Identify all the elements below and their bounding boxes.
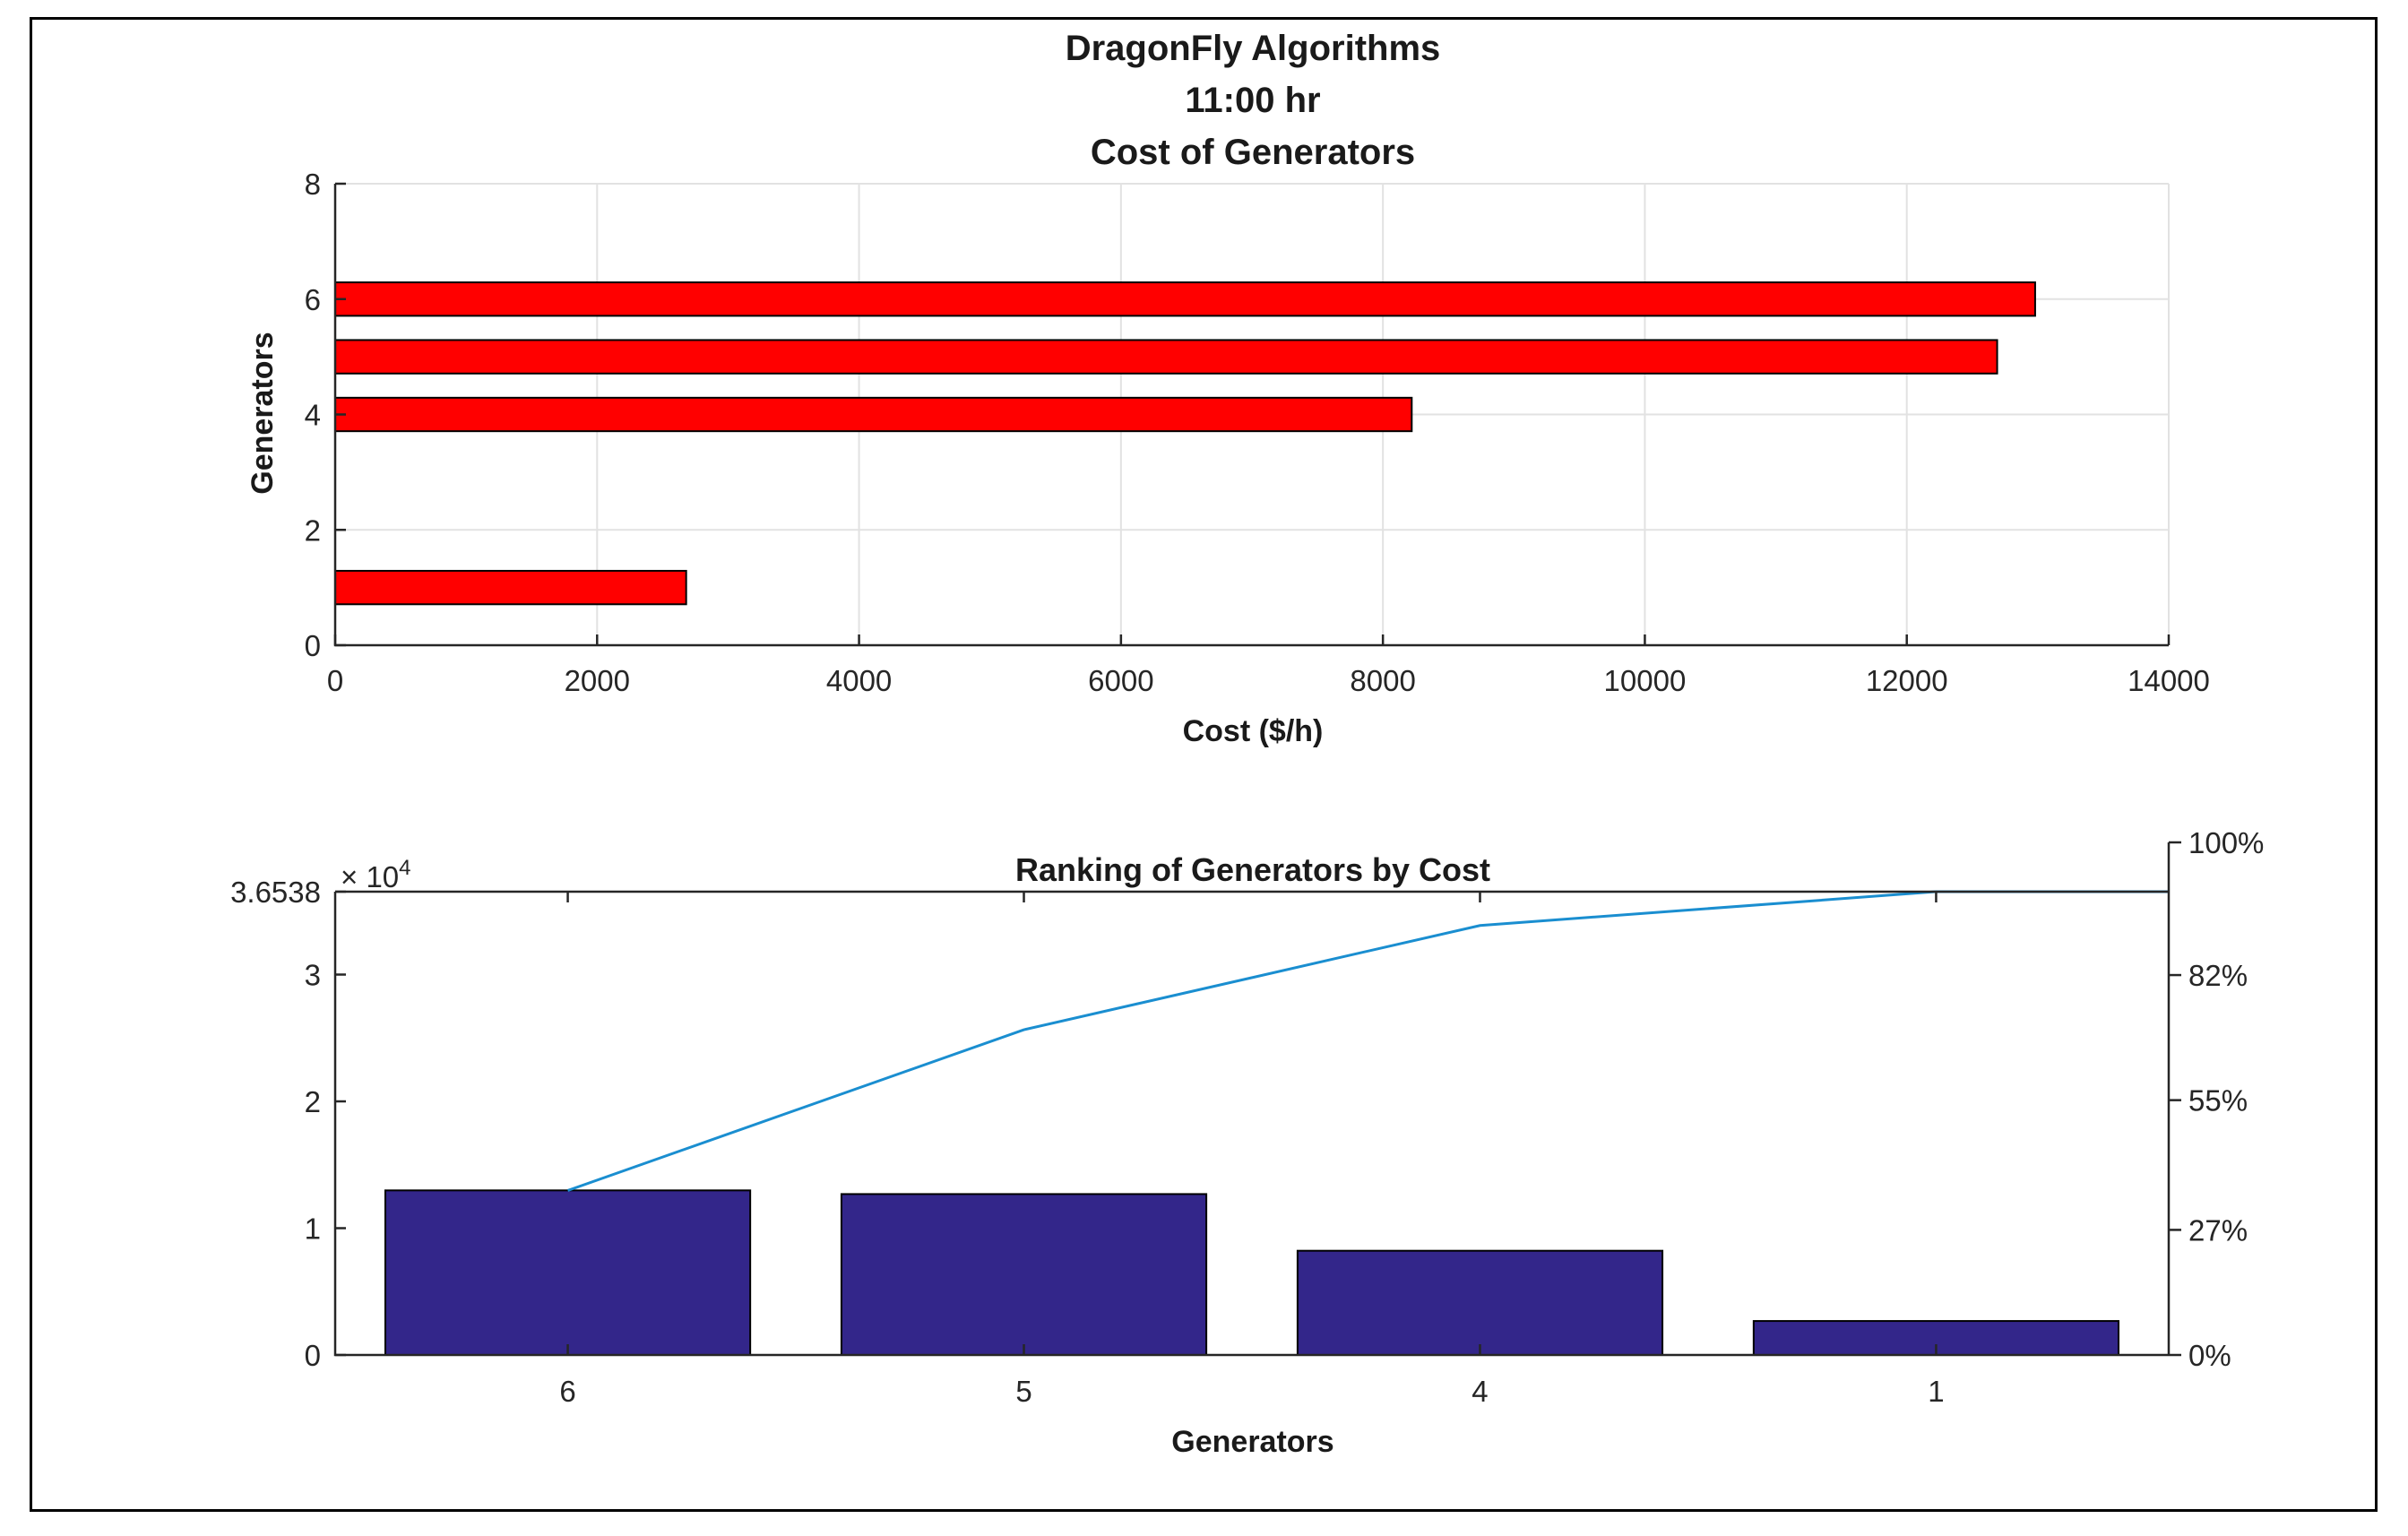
pareto-bar-generator-6 (384, 1189, 752, 1357)
top-x-tick-label: 2000 (565, 664, 630, 697)
pareto-x-ticks: 6 5 4 1 (559, 892, 1945, 1408)
pareto-x-tick-label: 4 (1472, 1375, 1488, 1408)
top-x-tick-label: 12000 (1866, 664, 1948, 697)
pareto-y-tick-label: 2 (305, 1085, 321, 1118)
pareto-y-tick-label: 1 (305, 1212, 321, 1246)
top-y-tick-label: 6 (305, 283, 321, 316)
pareto-y2-ticks: 0% 27% 55% 82% 100% (2169, 826, 2264, 1372)
pareto-y2-tick-label: 27% (2188, 1213, 2248, 1247)
top-bar-generator-1 (334, 569, 687, 606)
top-x-tick-label: 8000 (1350, 664, 1415, 697)
pareto-y-tick-label: 3 (305, 959, 321, 992)
pareto-x-tick-label: 5 (1015, 1375, 1031, 1408)
top-bar-generator-6 (334, 281, 2036, 317)
cost-barh-chart: DragonFly Algorithms 11:00 hr Cost of Ge… (246, 29, 2210, 748)
top-y-tick-label: 8 (305, 168, 321, 201)
chart-title-line-1: DragonFly Algorithms (1066, 29, 1441, 68)
top-x-tick-label: 14000 (2127, 664, 2210, 697)
pareto-bar-generator-4 (1296, 1249, 1664, 1356)
top-x-axis-label: Cost ($/h) (1183, 714, 1324, 748)
pareto-bar-generator-5 (840, 1193, 1208, 1356)
top-x-ticks: 0 2000 4000 6000 8000 10000 12000 14000 (327, 634, 2210, 697)
top-bar-generator-5 (334, 339, 1998, 375)
pareto-title: Ranking of Generators by Cost (1015, 851, 1490, 888)
top-y-axis-label: Generators (246, 332, 280, 494)
top-x-tick-label: 10000 (1604, 664, 1687, 697)
pareto-bar-generator-1 (1752, 1320, 2120, 1357)
top-y-tick-label: 4 (305, 399, 321, 432)
top-y-ticks: 0 2 4 6 8 (305, 168, 346, 662)
pareto-bars (384, 1189, 2120, 1357)
pareto-y-exponent: × 104 (341, 856, 411, 893)
top-x-tick-label: 4000 (826, 664, 892, 697)
pareto-y2-tick-label: 82% (2188, 959, 2248, 992)
top-bar-generator-4 (334, 396, 1413, 433)
pareto-x-axis-label: Generators (1171, 1425, 1333, 1459)
chart-title-line-3: Cost of Generators (1091, 133, 1415, 172)
chart-title-line-2: 11:00 hr (1185, 81, 1320, 120)
pareto-cumulative-line (567, 890, 2169, 1192)
pareto-y-tick-label: 3.6538 (230, 876, 321, 909)
pareto-y-ticks: 0 1 2 3 3.6538 (230, 876, 346, 1372)
top-y-tick-label: 0 (305, 629, 321, 662)
pareto-x-tick-label: 1 (1928, 1375, 1944, 1408)
top-x-tick-label: 0 (327, 664, 343, 697)
top-y-tick-label: 2 (305, 513, 321, 547)
pareto-y2-tick-label: 0% (2188, 1339, 2231, 1372)
pareto-y-tick-label: 0 (305, 1339, 321, 1372)
top-bars (334, 281, 2036, 606)
pareto-x-tick-label: 6 (559, 1375, 575, 1408)
top-x-tick-label: 6000 (1088, 664, 1153, 697)
pareto-chart: Ranking of Generators by Cost 6 5 4 1 0 1 2 3 3… (230, 826, 2264, 1459)
pareto-y2-tick-label: 100% (2188, 826, 2264, 859)
pareto-y2-tick-label: 55% (2188, 1084, 2248, 1117)
